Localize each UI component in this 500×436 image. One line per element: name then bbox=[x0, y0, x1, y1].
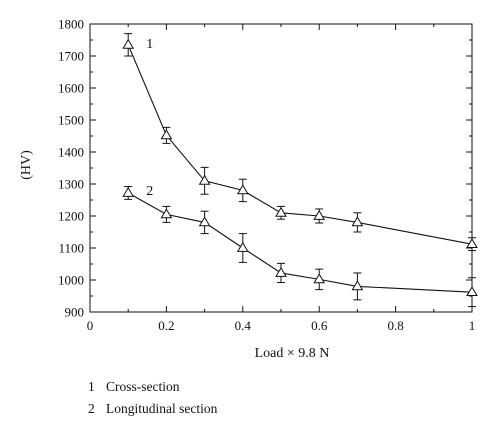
data-point bbox=[313, 209, 326, 220]
series-1: 1 bbox=[122, 33, 478, 252]
series-tag: 2 bbox=[146, 184, 153, 199]
y-tick-label: 1700 bbox=[58, 49, 84, 64]
data-point bbox=[275, 266, 287, 277]
y-tick-label: 1100 bbox=[58, 241, 84, 256]
data-point bbox=[275, 206, 287, 217]
x-axis-label: Load × 9.8 N bbox=[255, 346, 330, 361]
data-point bbox=[198, 216, 211, 227]
x-tick-label: 0.2 bbox=[158, 318, 174, 333]
data-point bbox=[466, 238, 478, 249]
series-layer: 12 bbox=[122, 33, 478, 308]
legend-item-longitudinal-section: 2 Longitudinal section bbox=[88, 398, 217, 420]
y-axis-label: (HV) bbox=[19, 150, 34, 180]
data-point bbox=[122, 38, 135, 49]
y-tick-label: 1200 bbox=[58, 209, 84, 224]
data-point bbox=[313, 273, 326, 284]
y-tick-label: 1500 bbox=[58, 113, 84, 128]
series-2: 2 bbox=[122, 184, 478, 308]
legend-label: Longitudinal section bbox=[106, 401, 218, 416]
data-point bbox=[160, 129, 173, 140]
x-tick-label: 0 bbox=[87, 318, 94, 333]
legend-item-cross-section: 1 Cross-section bbox=[88, 376, 217, 398]
y-tick-label: 900 bbox=[65, 305, 85, 320]
y-tick-label: 1300 bbox=[58, 177, 84, 192]
data-point bbox=[198, 174, 211, 185]
x-tick-label: 0.8 bbox=[387, 318, 403, 333]
x-tick-label: 0.6 bbox=[311, 318, 328, 333]
data-point bbox=[236, 241, 249, 252]
data-point bbox=[466, 286, 478, 297]
legend: 1 Cross-section 2 Longitudinal section bbox=[88, 376, 217, 420]
series-line bbox=[127, 192, 473, 293]
legend-number: 1 bbox=[88, 379, 95, 394]
y-tick-label: 1000 bbox=[58, 273, 84, 288]
y-tick-label: 1800 bbox=[58, 17, 84, 32]
data-point bbox=[351, 216, 364, 227]
legend-label: Cross-section bbox=[106, 379, 180, 394]
data-point bbox=[122, 186, 135, 197]
data-point bbox=[351, 280, 364, 291]
y-tick-label: 1600 bbox=[58, 81, 84, 96]
data-point bbox=[236, 184, 249, 195]
series-line bbox=[127, 44, 473, 245]
axis-ticks: 0 0.2 0.4 0.6 0.8 1 900 1000 1100 1200 1300 1400 150… bbox=[58, 17, 475, 334]
x-tick-label: 1 bbox=[469, 318, 476, 333]
data-point bbox=[160, 208, 173, 219]
y-tick-label: 1400 bbox=[58, 145, 84, 160]
legend-number: 2 bbox=[88, 401, 95, 416]
series-tag: 1 bbox=[146, 37, 153, 52]
x-tick-label: 0.4 bbox=[235, 318, 252, 333]
